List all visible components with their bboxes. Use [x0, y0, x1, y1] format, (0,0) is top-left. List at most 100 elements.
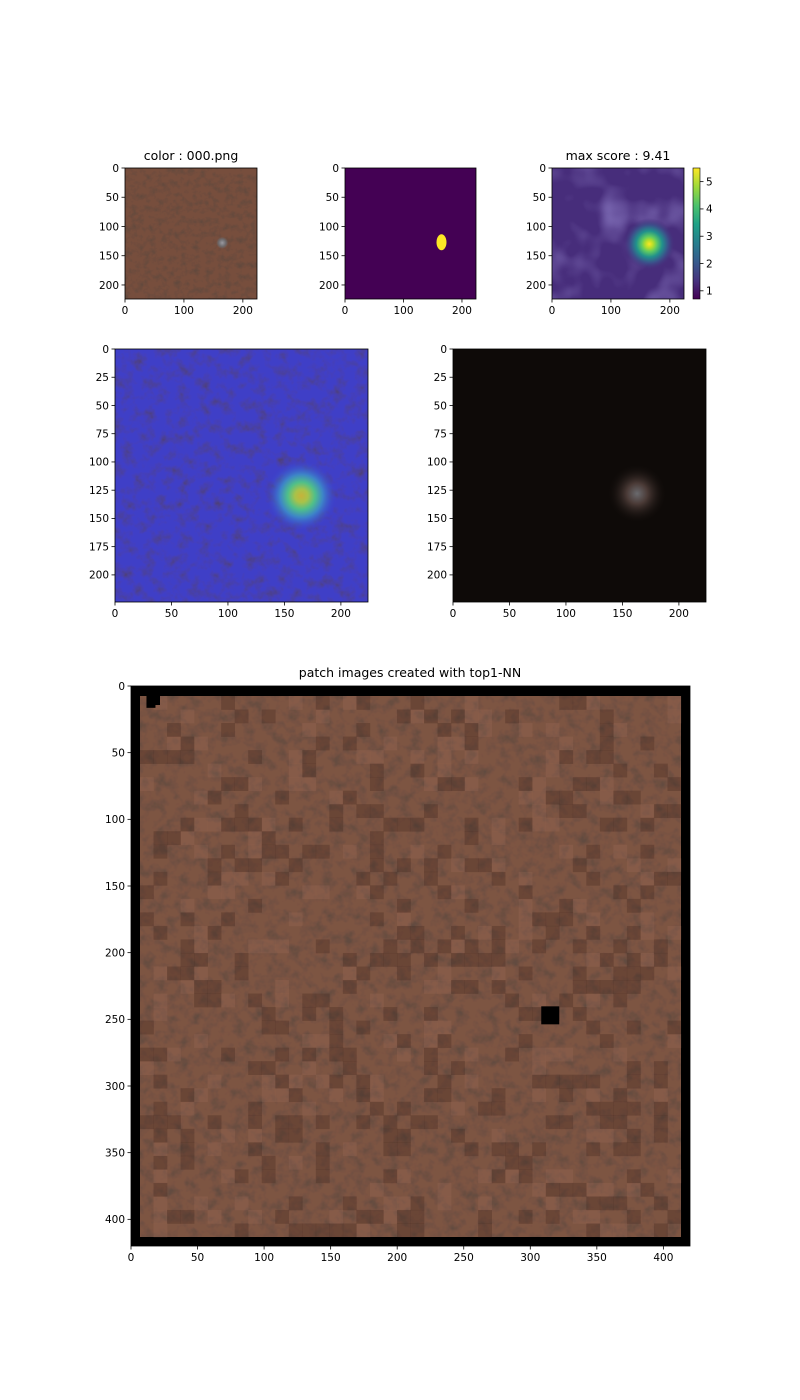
patch-tile [329, 1020, 344, 1035]
patch-tile [437, 1074, 452, 1089]
patch-tile [369, 952, 384, 967]
patch-tile [194, 1034, 208, 1048]
patch-tile [559, 844, 574, 859]
patch-tile [599, 750, 614, 764]
patch-tile [342, 966, 357, 981]
patch-tile [302, 1061, 317, 1075]
patch-tile [545, 763, 560, 778]
patch-tile [248, 898, 263, 913]
panel-input: color : 000.png 0 100 200 0 50 100 150 200 [99, 148, 258, 317]
patch-tile [464, 777, 479, 791]
patch-tile [302, 1101, 317, 1116]
overlay-ytick-label: 150 [89, 513, 109, 525]
overlay-peak [265, 459, 338, 532]
patch-tile [491, 925, 506, 940]
patch-tile [221, 696, 235, 710]
score-axes: 0 100 200 0 50 100 150 200 [526, 163, 680, 317]
patch-tile [572, 898, 587, 913]
patches-axes: 0 50 100 150 200 250 300 350 400 0 50 100 150 200 250 3… [105, 681, 673, 1264]
patch-tile [275, 1115, 290, 1130]
masked-ytick-label: 100 [427, 457, 447, 469]
patch-tile [302, 777, 317, 791]
patch-tile [315, 1169, 330, 1184]
patch-tile [261, 871, 276, 886]
mask-ytick-label: 100 [319, 221, 339, 233]
patch-tile [586, 1142, 601, 1157]
patch-tile [302, 750, 317, 764]
patch-tile [248, 1115, 263, 1130]
patch-tile [315, 1142, 330, 1157]
colorbar-tick-label: 5 [706, 176, 713, 188]
patch-tile [383, 871, 398, 886]
patch-tile [478, 1196, 492, 1211]
patch-tile [586, 696, 601, 710]
patch-tile [559, 1115, 574, 1130]
patch-tile [613, 763, 628, 778]
patch-tile [248, 1061, 263, 1075]
patch-tile [532, 817, 547, 832]
input-image-shade [125, 168, 257, 299]
patch-tile [288, 763, 303, 778]
patch-tile [221, 871, 235, 886]
patch-tile [383, 1209, 398, 1224]
patch-tile [410, 1223, 425, 1238]
score-xtick-label: 0 [549, 305, 556, 317]
patch-tile [248, 858, 263, 873]
mask-ytick-label: 0 [332, 163, 339, 175]
patch-tile [261, 844, 276, 859]
patch-tile [315, 885, 330, 900]
patch-tile [667, 804, 682, 819]
patch-tile [410, 817, 425, 832]
patch-tile [369, 804, 384, 819]
patch-tile [491, 980, 506, 994]
patch-tile [356, 1088, 371, 1103]
patch-tile [194, 939, 208, 954]
patch-tile [626, 952, 641, 967]
patch-tile [153, 1155, 168, 1170]
patch-tile [478, 858, 492, 873]
patch-tile [464, 1074, 479, 1089]
patch-tile [383, 1169, 398, 1184]
patches-axes-frame [130, 685, 691, 1247]
patch-tile [342, 1061, 357, 1075]
patch-tile [464, 1142, 479, 1157]
patch-tile [369, 912, 384, 927]
patch-tile [640, 736, 655, 751]
masked-ytick-label: 75 [434, 429, 447, 441]
patch-tile [194, 952, 208, 967]
patch-tile [586, 1209, 601, 1224]
patch-tile [424, 858, 438, 873]
input-title: color : 000.png [144, 148, 239, 163]
patch-tile [356, 966, 371, 981]
patch-tile [532, 804, 547, 819]
patch-tile [599, 1034, 614, 1048]
masked-xtick-label: 0 [450, 608, 457, 620]
patch-tile [424, 1061, 438, 1075]
patch-tile [207, 993, 222, 1008]
patch-tile [437, 736, 452, 751]
patch-tile [491, 858, 506, 873]
patch-tile [194, 1088, 208, 1103]
patches-ytick-label: 300 [105, 1081, 125, 1093]
patch-tile [396, 817, 411, 832]
patch-tile [383, 939, 398, 954]
patch-tile [207, 871, 222, 886]
patch-tile [342, 952, 357, 967]
patch-tile [559, 696, 574, 710]
colorbar-tick-label: 3 [706, 231, 713, 243]
patch-tile [207, 763, 222, 778]
masked-ytick-label: 150 [427, 513, 447, 525]
patch-tile [248, 831, 263, 846]
patch-tile [369, 763, 384, 778]
patch-tile [275, 871, 290, 886]
patch-tile [153, 1142, 168, 1157]
patch-tile [369, 1074, 384, 1089]
patch-tile [572, 1182, 587, 1197]
patch-tile [369, 885, 384, 900]
patch-tile [464, 750, 479, 764]
patch-tile [261, 1155, 276, 1170]
overlay-ytick-label: 75 [96, 429, 109, 441]
mask-ytick-label: 150 [319, 251, 339, 263]
patch-tile [613, 844, 628, 859]
patch-tile [207, 1209, 222, 1224]
